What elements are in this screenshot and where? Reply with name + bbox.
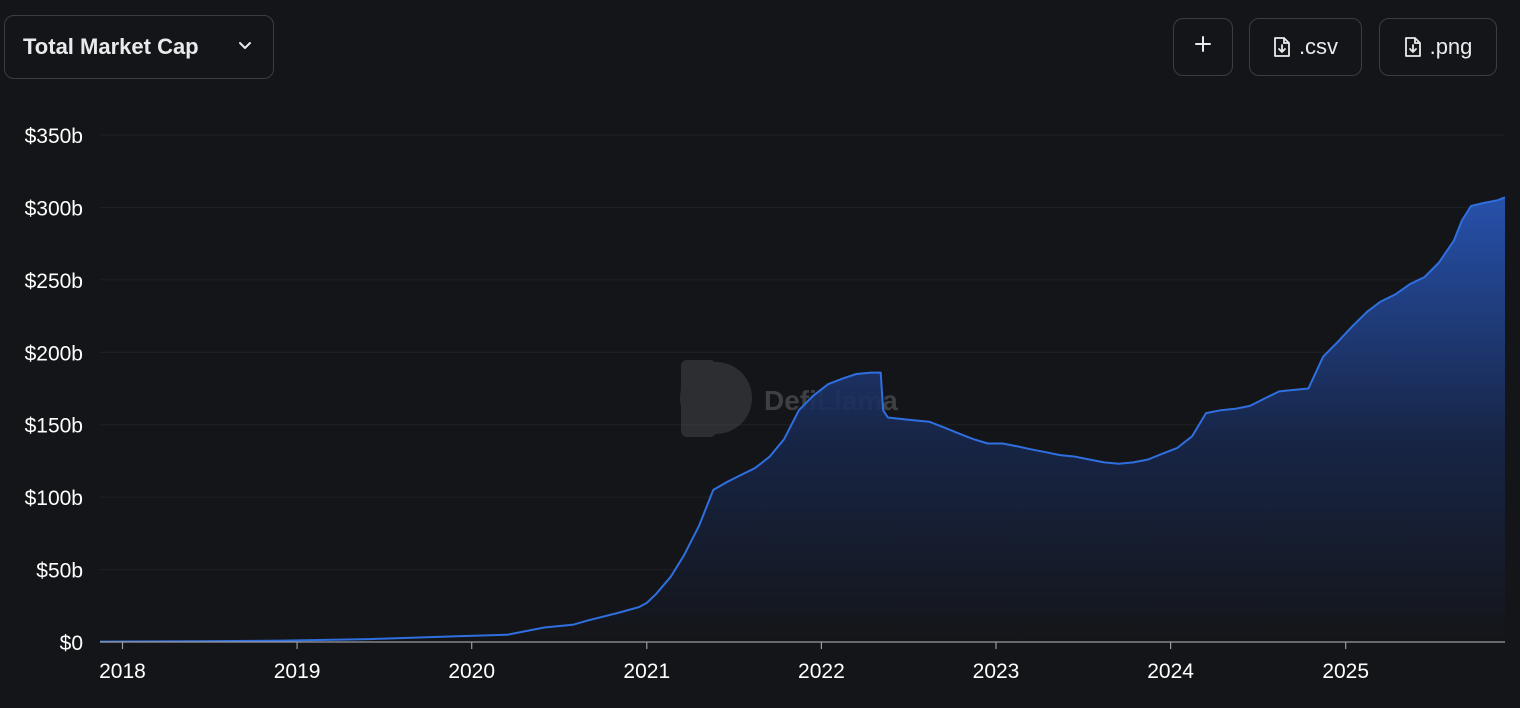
file-download-icon: [1273, 36, 1291, 58]
y-tick-label: $150b: [25, 415, 83, 438]
chevron-down-icon: [237, 37, 253, 58]
x-tick-label: 2025: [1322, 660, 1369, 683]
defillama-logo-block: [681, 360, 716, 437]
y-tick-label: $0: [60, 632, 83, 655]
x-tick-label: 2020: [448, 660, 495, 683]
x-axis: 2018 2019 2020 2021 2022 2023 2024 2025: [99, 641, 1505, 683]
x-tick-label: 2018: [99, 660, 146, 683]
metric-select-label: Total Market Cap: [23, 34, 199, 59]
download-png-button[interactable]: .png: [1379, 18, 1497, 76]
x-tick-label: 2023: [973, 660, 1020, 683]
y-axis: $0 $50b $100b $150b $200b $250b $300b $350b: [25, 125, 83, 655]
x-tick-label: 2019: [274, 660, 321, 683]
file-download-icon: [1404, 36, 1422, 58]
download-csv-button[interactable]: .csv: [1249, 18, 1362, 76]
download-csv-label: .csv: [1298, 34, 1339, 59]
x-tick-label: 2022: [798, 660, 845, 683]
y-tick-label: $50b: [36, 560, 83, 583]
series-area: [100, 197, 1505, 643]
add-chart-button[interactable]: [1173, 18, 1233, 76]
y-tick-label: $200b: [25, 342, 83, 365]
download-png-label: .png: [1429, 34, 1473, 59]
plus-icon: [1193, 34, 1213, 60]
y-tick-label: $250b: [25, 270, 83, 293]
series-layer: [99, 196, 1506, 643]
y-tick-label: $100b: [25, 487, 83, 510]
defillama-logo-icon: [680, 362, 752, 434]
y-tick-label: $350b: [25, 125, 83, 148]
series-line: [99, 196, 1506, 643]
y-tick-label: $300b: [25, 197, 83, 220]
x-tick-label: 2024: [1147, 660, 1194, 683]
metric-select-dropdown[interactable]: Total Market Cap: [4, 15, 274, 79]
x-tick-label: 2021: [623, 660, 670, 683]
